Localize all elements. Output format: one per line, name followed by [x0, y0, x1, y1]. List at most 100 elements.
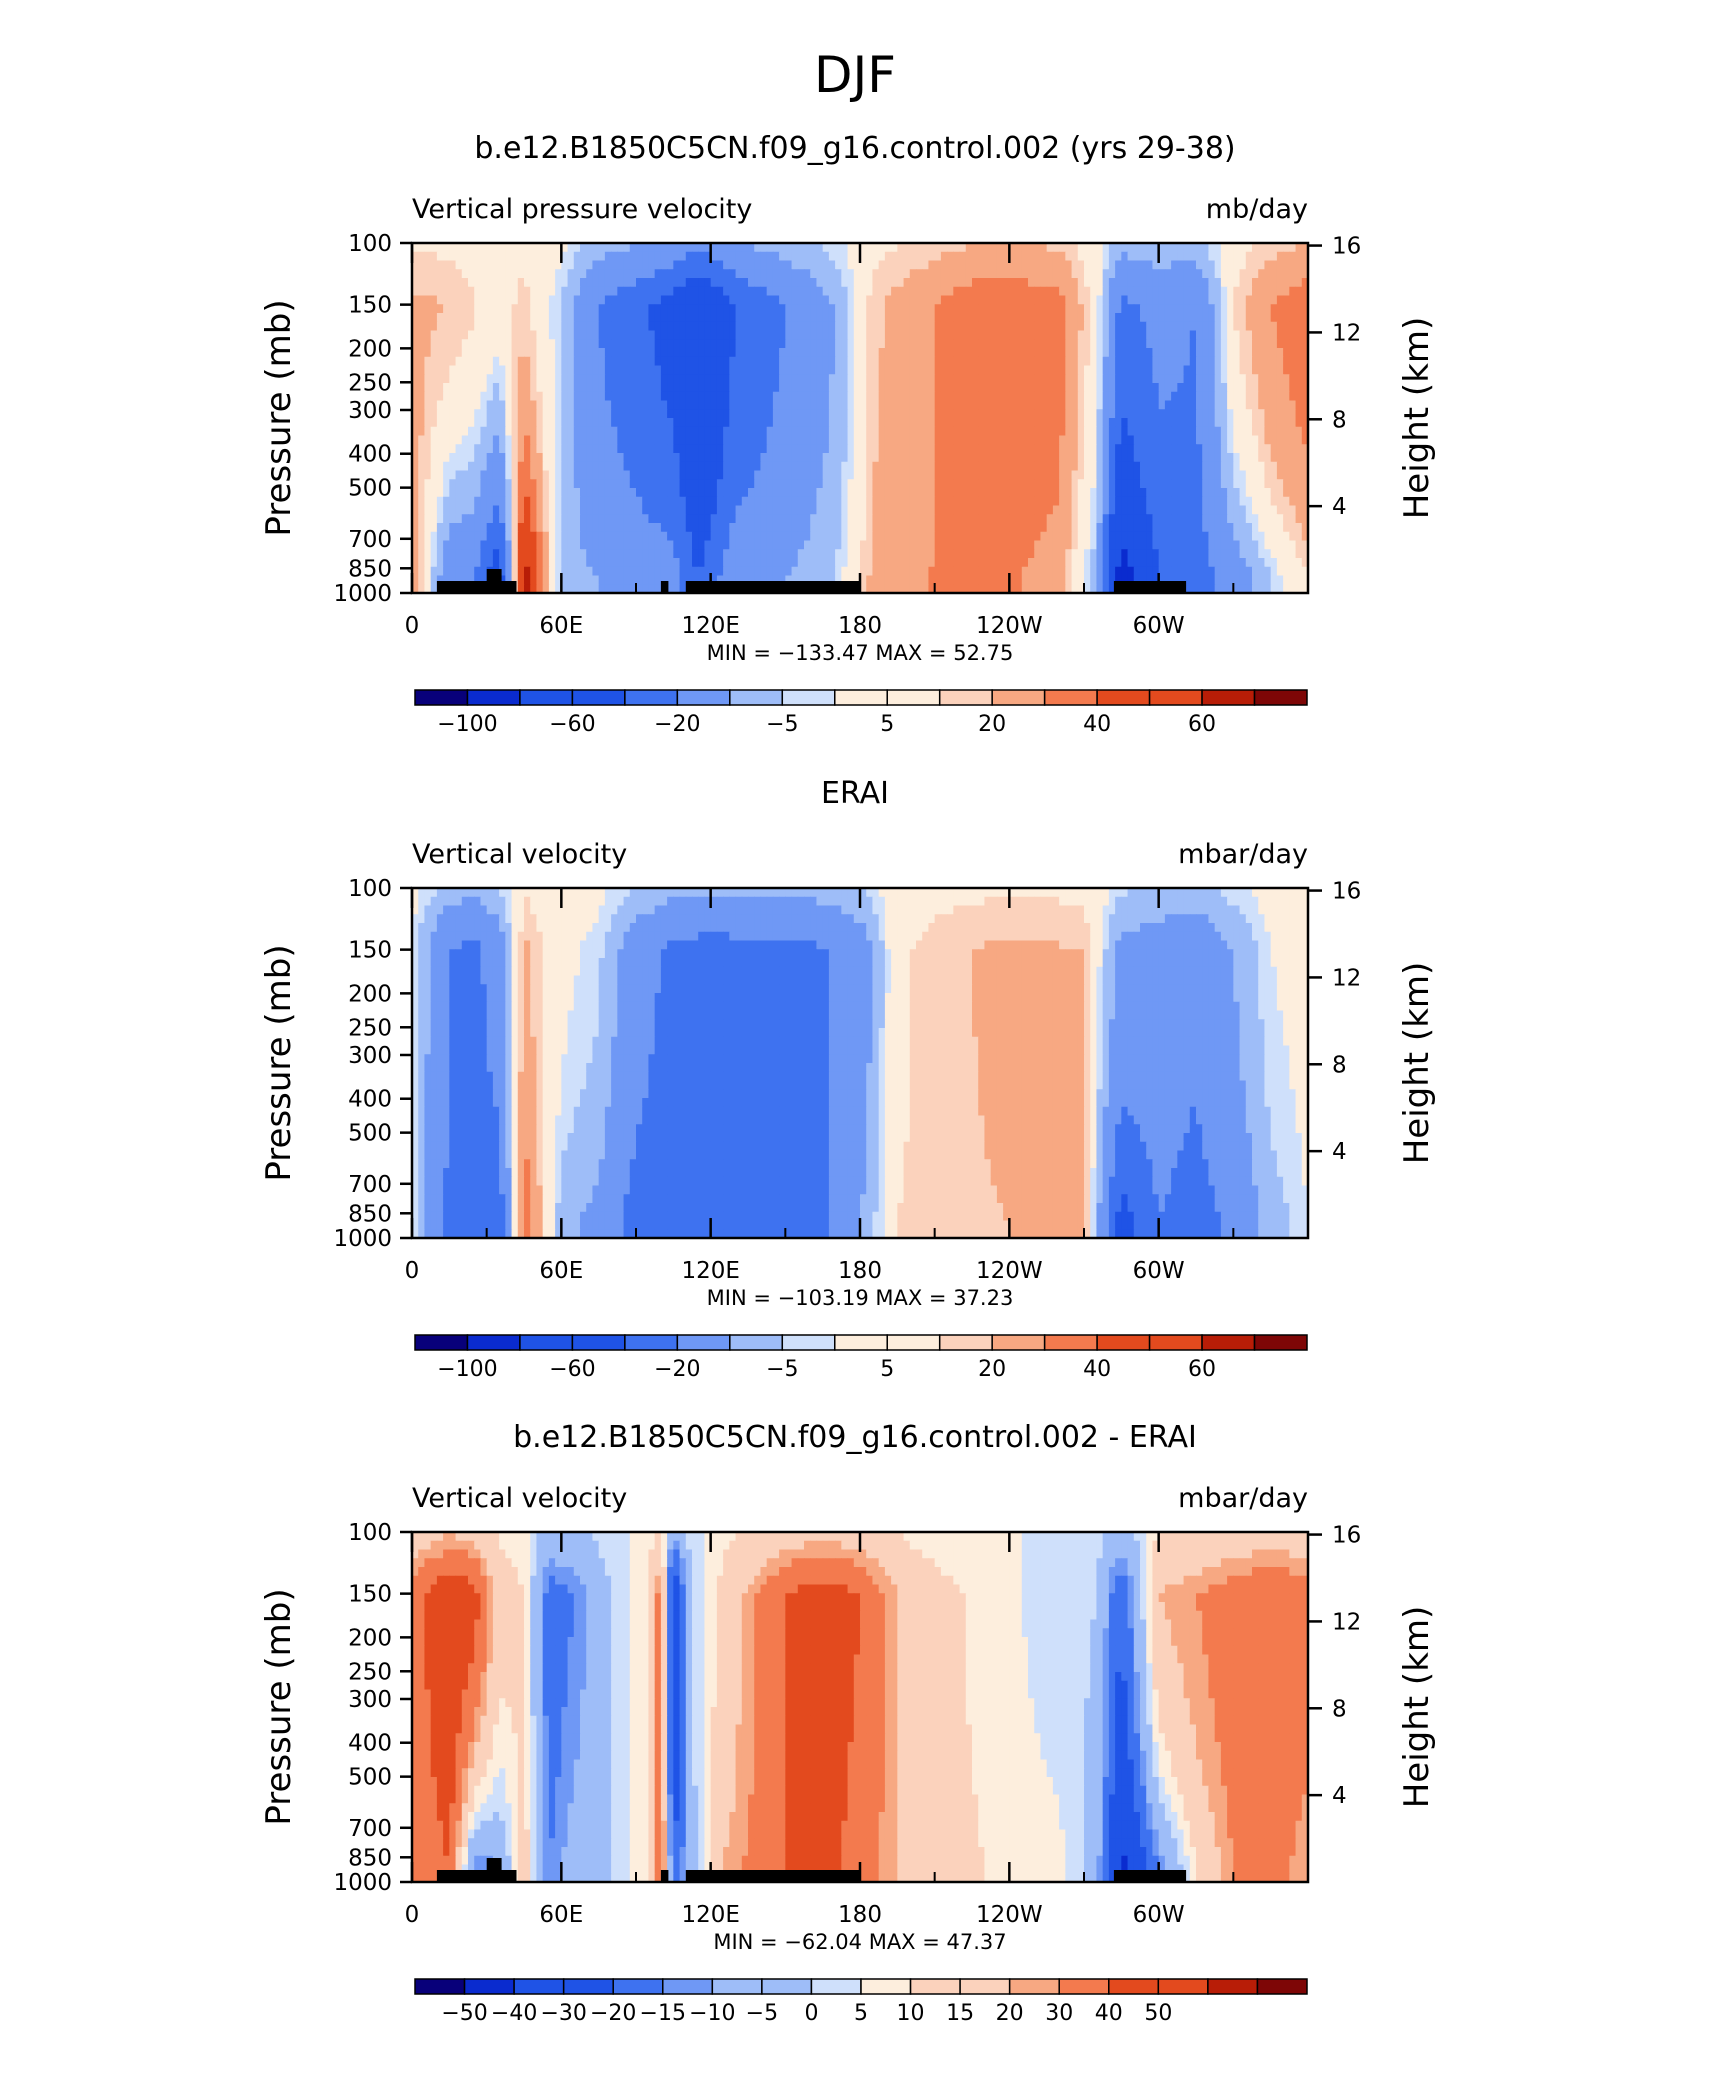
heatmap-cell — [1220, 304, 1228, 314]
heatmap-cell — [978, 514, 986, 524]
heatmap-cell — [1214, 269, 1222, 279]
heatmap-cell — [928, 339, 936, 349]
heatmap-cell — [835, 531, 842, 542]
heatmap-cell — [1171, 418, 1178, 428]
heatmap-cell — [443, 496, 450, 507]
heatmap-cell — [1245, 426, 1253, 437]
heatmap-cell — [909, 304, 917, 314]
heatmap-cell — [828, 479, 836, 489]
heatmap-cell — [499, 365, 506, 375]
heatmap-cell — [455, 505, 463, 515]
heatmap-cell — [990, 540, 998, 550]
heatmap-cell — [766, 435, 774, 445]
heatmap-cell — [530, 531, 538, 542]
heatmap-cell — [860, 321, 867, 332]
heatmap-cell — [1146, 523, 1154, 533]
heatmap-cell — [1245, 479, 1253, 489]
heatmap-cell — [791, 505, 799, 515]
heatmap-cell — [499, 278, 506, 288]
heatmap-cell — [1065, 278, 1073, 288]
heatmap-cell — [468, 470, 475, 480]
heatmap-cell — [1152, 278, 1160, 288]
heatmap-cell — [1301, 304, 1309, 314]
heatmap-cell — [891, 260, 898, 270]
heatmap-cell — [785, 409, 793, 419]
heatmap-cell — [1115, 426, 1122, 437]
heatmap-cell — [418, 243, 426, 253]
heatmap-cell — [779, 321, 786, 332]
heatmap-cell — [1227, 365, 1234, 375]
heatmap-cell — [648, 251, 656, 262]
heatmap-cell — [1301, 470, 1309, 480]
heatmap-cell — [505, 488, 513, 498]
heatmap-cell — [1009, 339, 1017, 349]
heatmap-cell — [1127, 400, 1135, 410]
heatmap-cell — [1096, 418, 1104, 428]
heatmap-cell — [816, 330, 824, 340]
heatmap-cell — [916, 453, 923, 463]
heatmap-cell — [530, 321, 538, 332]
heatmap-cell — [947, 348, 954, 358]
heatmap-cell — [698, 461, 706, 472]
heatmap-cell — [760, 523, 768, 533]
heatmap-cell — [947, 523, 954, 533]
heatmap-cell — [748, 304, 755, 314]
heatmap-cell — [810, 418, 818, 428]
heatmap-cell — [1258, 461, 1266, 472]
heatmap-cell — [449, 278, 457, 288]
heatmap-cell — [903, 496, 911, 507]
heatmap-cell — [667, 409, 674, 419]
heatmap-cell — [1158, 514, 1166, 524]
heatmap-cell — [436, 348, 444, 358]
heatmap-cell — [996, 260, 1004, 270]
heatmap-cell — [822, 295, 830, 305]
heatmap-cell — [922, 278, 930, 288]
heatmap-cell — [685, 479, 693, 489]
heatmap-cell — [499, 330, 506, 340]
heatmap-cell — [754, 269, 762, 279]
heatmap-cell — [704, 251, 712, 262]
heatmap-cell — [1164, 269, 1172, 279]
heatmap-cell — [1009, 278, 1017, 288]
heatmap-cell — [1034, 383, 1042, 393]
heatmap-cell — [1239, 391, 1247, 402]
heatmap-cell — [735, 444, 743, 454]
heatmap-cell — [916, 243, 923, 253]
heatmap-cell — [486, 321, 494, 332]
heatmap-cell — [922, 409, 930, 419]
heatmap-cell — [685, 356, 693, 367]
heatmap-cell — [1283, 313, 1290, 323]
heatmap-cell — [1202, 505, 1210, 515]
heatmap-cell — [1252, 339, 1259, 349]
heatmap-cell — [1096, 391, 1104, 402]
heatmap-cell — [822, 531, 830, 542]
heatmap-cell — [804, 400, 811, 410]
heatmap-cell — [555, 251, 562, 262]
heatmap-cell — [816, 479, 824, 489]
heatmap-cell — [636, 269, 643, 279]
heatmap-cell — [847, 418, 855, 428]
heatmap-cell — [1289, 348, 1297, 358]
heatmap-cell — [592, 365, 600, 375]
heatmap-cell — [580, 339, 587, 349]
heatmap-cell — [517, 313, 525, 323]
heatmap-cell — [455, 488, 463, 498]
heatmap-cell — [455, 453, 463, 463]
heatmap-cell — [1220, 278, 1228, 288]
heatmap-cell — [804, 356, 811, 367]
heatmap-cell — [984, 488, 992, 498]
heatmap-cell — [760, 531, 768, 542]
heatmap-cell — [567, 496, 575, 507]
heatmap-cell — [822, 400, 830, 410]
heatmap-cell — [772, 251, 780, 262]
heatmap-cell — [1108, 339, 1116, 349]
heatmap-cell — [548, 531, 556, 542]
heatmap-cell — [853, 409, 861, 419]
heatmap-cell — [791, 426, 799, 437]
heatmap-cell — [486, 391, 494, 402]
heatmap-cell — [1121, 365, 1129, 375]
heatmap-cell — [953, 400, 961, 410]
heatmap-cell — [524, 505, 531, 515]
heatmap-cell — [685, 383, 693, 393]
heatmap-cell — [903, 365, 911, 375]
